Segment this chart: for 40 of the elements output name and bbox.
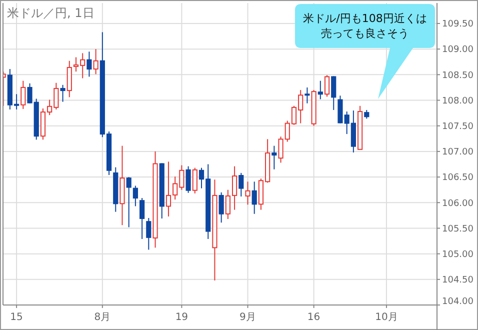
- x-tick-label: 19: [175, 312, 188, 323]
- candlestick: [192, 167, 198, 194]
- chart-title: 米ドル／円, 1日: [7, 6, 94, 20]
- y-tick-label: 107.00: [442, 148, 474, 158]
- x-tick-label: 9月: [240, 312, 256, 323]
- y-tick-label: 105.00: [442, 250, 474, 260]
- candlestick: [304, 86, 310, 104]
- candlestick: [238, 172, 244, 197]
- candlestick: [272, 145, 277, 170]
- candlestick: [140, 198, 145, 240]
- candlestick: [60, 84, 66, 102]
- y-tick-label: 105.50: [442, 224, 474, 234]
- y-tick-label: 108.50: [442, 70, 474, 81]
- candlestick: [324, 74, 330, 98]
- candlestick: [318, 80, 323, 100]
- y-tick-label: 108.00: [442, 96, 474, 106]
- x-tick-label: 10月: [375, 312, 398, 323]
- annotation: 米ドル/円も108円近くは売っても良さそう: [303, 12, 427, 40]
- candlestick: [146, 217, 152, 250]
- x-tick-label: 15: [10, 312, 23, 323]
- candlestick: [66, 60, 72, 98]
- y-tick-label: 104.50: [442, 276, 474, 286]
- y-tick-label: 106.00: [442, 198, 474, 209]
- candlestick: [126, 176, 132, 228]
- candlestick: [93, 48, 98, 75]
- y-tick-label: 107.50: [442, 122, 474, 132]
- candlestick: [132, 185, 138, 207]
- x-tick-label: 8月: [94, 312, 111, 323]
- candlestick: [86, 51, 92, 78]
- y-tick-label: 109.50: [442, 20, 474, 30]
- candlestick: [252, 181, 257, 214]
- candlestick: [245, 181, 250, 206]
- y-tick-label: 106.50: [442, 173, 474, 184]
- candlestick: [186, 166, 191, 194]
- y-tick-label: 109.00: [442, 45, 474, 56]
- candlestick: [331, 76, 336, 110]
- y-tick-label: 104.00: [442, 297, 474, 308]
- x-tick-label: 16: [307, 312, 320, 323]
- candlestick: [218, 192, 224, 224]
- candlestick: [20, 80, 26, 110]
